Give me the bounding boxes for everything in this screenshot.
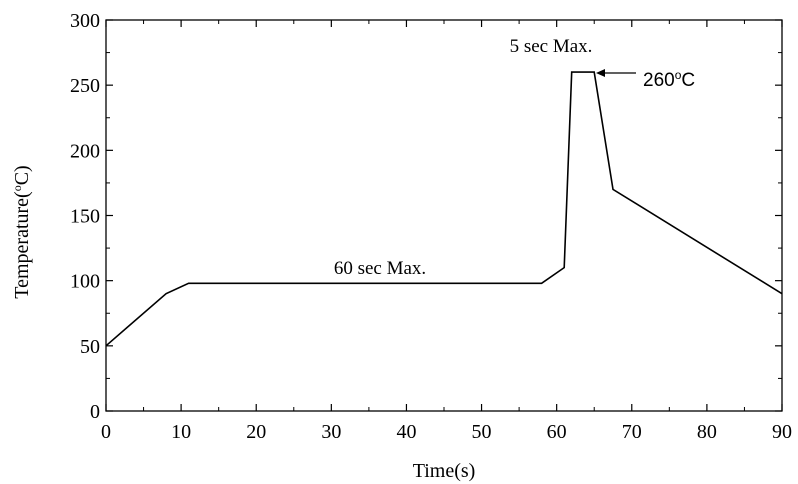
y-tick-label: 150 <box>70 206 100 228</box>
peak-time-annotation: 5 sec Max. <box>510 36 593 57</box>
soak-annotation: 60 sec Max. <box>334 258 426 279</box>
x-axis-title: Time(s) <box>413 460 476 482</box>
y-tick-label: 200 <box>70 140 100 162</box>
y-tick-label: 300 <box>70 10 100 32</box>
x-tick-label: 40 <box>396 421 416 443</box>
axis-ticks <box>105 19 783 412</box>
y-tick-label: 50 <box>80 336 100 358</box>
x-tick-label: 50 <box>472 421 492 443</box>
temperature-profile-line <box>105 71 783 347</box>
x-tick-label: 90 <box>772 421 792 443</box>
y-tick-label: 250 <box>70 75 100 97</box>
x-tick-label: 80 <box>697 421 717 443</box>
y-tick-label: 0 <box>90 401 100 423</box>
x-tick-label: 30 <box>321 421 341 443</box>
x-tick-label: 20 <box>246 421 266 443</box>
y-tick-label: 100 <box>70 271 100 293</box>
x-tick-label: 70 <box>622 421 642 443</box>
x-tick-label: 0 <box>101 421 111 443</box>
y-tick-labels: 0 50 100 150 200 250 300 <box>70 10 100 423</box>
peak-temp-annotation: 260oC <box>643 68 695 91</box>
peak-arrow-head <box>596 69 605 77</box>
x-tick-label: 10 <box>171 421 191 443</box>
series-group <box>105 71 783 347</box>
x-tick-labels: 0 10 20 30 40 50 60 70 80 90 <box>101 421 792 443</box>
x-tick-label: 60 <box>547 421 567 443</box>
y-axis-title: Temperature(oC) <box>10 165 33 298</box>
